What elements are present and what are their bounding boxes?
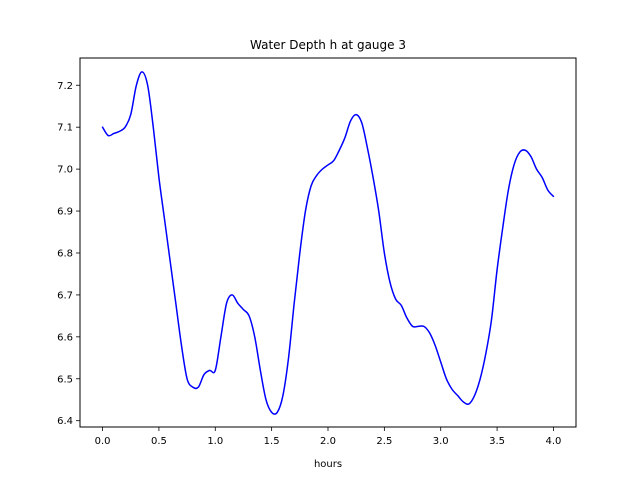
x-axis-label: hours: [314, 459, 342, 470]
x-tick-label: 4.0: [546, 436, 562, 447]
series-line: [101, 71, 555, 415]
x-tick-label: 0.0: [95, 436, 111, 447]
chart-title: Water Depth h at gauge 3: [250, 38, 406, 52]
x-tick-label: 1.5: [264, 436, 280, 447]
y-tick-label: 6.7: [57, 290, 73, 301]
x-tick-label: 3.5: [489, 436, 505, 447]
y-tick-label: 6.6: [57, 332, 73, 343]
y-tick-label: 7.0: [57, 165, 73, 176]
y-axis: 6.4 6.5 6.6 6.7 6.8 6.9 7.0 7.1 7.2: [57, 81, 80, 427]
x-tick-label: 2.0: [320, 436, 336, 447]
y-tick-label: 6.9: [57, 207, 73, 218]
y-tick-label: 6.8: [57, 248, 73, 259]
x-tick-label: 1.0: [207, 436, 223, 447]
x-tick-label: 2.5: [376, 436, 392, 447]
y-tick-label: 7.2: [57, 81, 73, 92]
x-tick-label: 3.0: [433, 436, 449, 447]
y-tick-label: 6.4: [57, 416, 73, 427]
y-tick-label: 6.5: [57, 374, 73, 385]
x-tick-label: 0.5: [151, 436, 167, 447]
x-axis: 0.0 0.5 1.0 1.5 2.0 2.5 3.0 3.5 4.0: [95, 427, 562, 447]
y-tick-label: 7.1: [57, 123, 73, 134]
